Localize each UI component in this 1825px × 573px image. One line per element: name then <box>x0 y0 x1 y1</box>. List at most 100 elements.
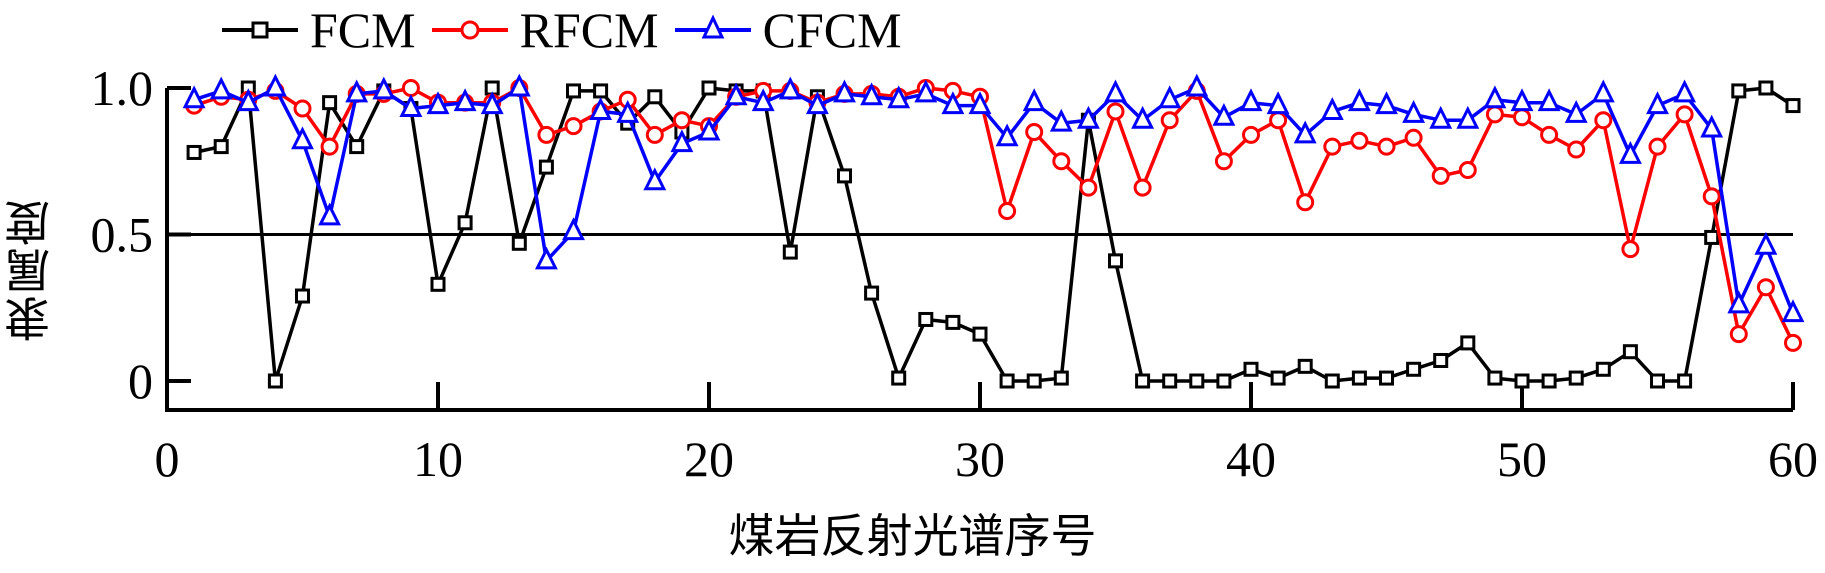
square-marker <box>1758 80 1774 96</box>
circle-marker <box>1540 125 1559 144</box>
triangle-marker <box>1104 79 1127 103</box>
triangle-marker <box>751 88 775 112</box>
square-marker <box>295 288 310 304</box>
circle-marker <box>320 137 339 156</box>
triangle-marker <box>887 85 911 109</box>
circle-marker <box>1269 111 1288 130</box>
triangle-marker <box>1049 108 1073 132</box>
square-marker <box>1162 373 1178 389</box>
x-tick-label: 0 <box>155 431 180 487</box>
triangle-marker <box>1591 79 1615 103</box>
square-marker <box>538 159 554 175</box>
square-marker <box>945 314 961 330</box>
square-marker <box>1026 373 1042 389</box>
square-marker <box>1324 373 1340 389</box>
legend-label: CFCM <box>762 2 902 58</box>
triangle-marker <box>534 246 558 270</box>
triangle-marker <box>1564 100 1588 123</box>
circle-marker <box>1702 187 1721 206</box>
series-fcm <box>186 80 1801 389</box>
axes: 0 0.5 1.0 0 10 20 30 40 50 60 <box>91 60 1819 487</box>
circle-marker <box>1377 137 1396 156</box>
triangle-marker <box>1646 91 1669 115</box>
circle-marker <box>1675 105 1694 124</box>
triangle-marker <box>1320 97 1344 120</box>
square-marker <box>972 326 988 342</box>
triangle-marker <box>1185 73 1209 97</box>
triangle-marker <box>1212 102 1236 126</box>
series-cfcm <box>182 73 1805 323</box>
circle-marker <box>1133 178 1152 197</box>
series-group <box>182 73 1805 389</box>
circle-marker <box>1242 125 1260 144</box>
square-marker <box>349 139 365 155</box>
triangle-marker <box>1781 299 1805 323</box>
square-marker <box>1595 361 1611 377</box>
square-marker <box>1216 373 1232 389</box>
triangle-marker <box>372 76 396 100</box>
x-axis-label: 煤岩反射光谱序号 <box>728 509 1097 563</box>
circle-marker <box>1784 333 1802 352</box>
triangle-marker <box>1131 105 1155 129</box>
circle-marker <box>1214 152 1233 171</box>
triangle-marker <box>1022 88 1046 112</box>
triangle-marker <box>914 79 938 103</box>
triangle-marker <box>1347 88 1371 112</box>
circle-marker <box>1404 128 1423 147</box>
square-marker <box>213 139 229 155</box>
circle-marker <box>1485 105 1504 124</box>
square-marker <box>1243 361 1259 377</box>
square-marker <box>267 373 283 389</box>
triangle-marker <box>995 123 1019 147</box>
triangle-marker <box>1754 231 1778 255</box>
circle-marker <box>1431 166 1450 185</box>
circle-marker <box>1621 240 1640 259</box>
square-marker <box>1650 373 1665 389</box>
triangle-marker <box>1537 88 1561 112</box>
square-marker <box>186 144 202 160</box>
triangle-marker <box>562 217 585 241</box>
circle-marker <box>1756 278 1775 297</box>
triangle-marker <box>1266 91 1290 115</box>
circle-marker <box>672 111 691 130</box>
square-marker <box>1541 373 1557 389</box>
triangle-marker <box>589 97 613 120</box>
triangle-marker <box>1483 85 1507 109</box>
square-marker <box>566 83 581 99</box>
circle-marker <box>1160 111 1179 130</box>
circle-marker <box>1458 161 1477 180</box>
triangle-marker <box>968 91 992 115</box>
x-tick-label: 20 <box>684 431 734 487</box>
x-tick-label: 30 <box>955 431 1005 487</box>
square-marker <box>1406 361 1422 377</box>
triangle-marker <box>1158 85 1182 109</box>
square-marker <box>1379 370 1394 386</box>
triangle-marker <box>318 202 342 226</box>
circle-marker <box>1025 122 1044 141</box>
square-marker <box>701 80 717 96</box>
y-tick-label: 0 <box>128 353 153 409</box>
triangle-marker <box>453 88 477 112</box>
triangle-marker <box>345 79 369 103</box>
triangle-marker <box>1293 120 1317 144</box>
circle-marker <box>1648 137 1667 156</box>
triangle-marker <box>291 126 314 150</box>
triangle-marker <box>833 79 856 103</box>
y-axis-label: 隶属度 <box>0 170 60 370</box>
triangle-marker <box>1429 105 1453 129</box>
triangle-marker <box>941 91 965 115</box>
square-marker <box>322 95 338 111</box>
legend-label: FCM <box>310 2 416 58</box>
circle-marker <box>401 79 420 97</box>
triangle-marker <box>399 94 423 118</box>
square-marker <box>1460 335 1476 351</box>
circle-marker <box>1594 111 1613 130</box>
triangle-marker <box>670 129 694 153</box>
square-marker <box>1785 98 1801 114</box>
triangle-marker <box>1076 105 1100 129</box>
square-marker <box>1053 370 1069 386</box>
square-marker <box>1622 344 1638 360</box>
circle-marker <box>1350 131 1369 150</box>
triangle-marker <box>263 73 287 97</box>
